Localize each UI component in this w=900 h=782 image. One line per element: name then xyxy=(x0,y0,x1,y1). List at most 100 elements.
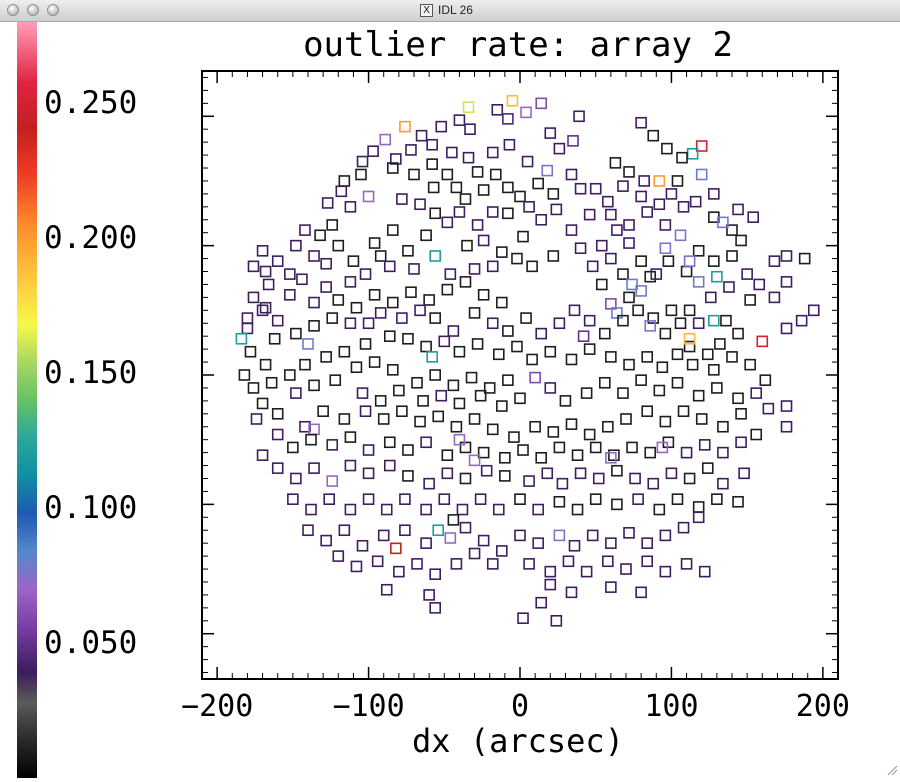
scatter-point xyxy=(580,387,593,399)
scatter-point xyxy=(441,168,454,181)
scatter-point xyxy=(641,405,654,418)
scatter-point xyxy=(420,537,432,549)
scatter-point xyxy=(486,206,499,218)
scatter-point xyxy=(468,263,481,275)
scatter-point xyxy=(491,104,504,116)
scatter-point xyxy=(526,353,538,366)
minimize-window-button[interactable] xyxy=(27,4,39,16)
scatter-point xyxy=(256,304,269,317)
scatter-point xyxy=(417,395,429,407)
scatter-point xyxy=(626,278,638,291)
scatter-point xyxy=(562,555,575,568)
scatter-point xyxy=(708,188,720,200)
scatter-point xyxy=(441,216,454,229)
scatter-point xyxy=(414,198,426,211)
scatter-point xyxy=(544,565,557,578)
scatter-point xyxy=(496,400,508,412)
scatter-point xyxy=(708,314,720,327)
scatter-point xyxy=(623,237,635,249)
scatter-point xyxy=(571,503,584,516)
resize-grip-icon[interactable] xyxy=(886,764,898,776)
scatter-point xyxy=(444,268,457,280)
scatter-point xyxy=(350,560,363,573)
scatter-point xyxy=(517,444,529,456)
scatter-point xyxy=(695,413,708,425)
scatter-point xyxy=(602,555,614,568)
scatter-point xyxy=(653,198,666,211)
scatter-point xyxy=(362,190,375,203)
scatter-point xyxy=(284,288,296,301)
scatter-point xyxy=(717,446,729,459)
scatter-point xyxy=(426,138,438,151)
scatter-point xyxy=(287,493,299,505)
scatter-point xyxy=(732,327,744,340)
scatter-point xyxy=(623,358,635,371)
scatter-point xyxy=(344,276,357,288)
scatter-point xyxy=(726,224,738,236)
scatter-point xyxy=(677,405,690,418)
scatter-point xyxy=(326,219,339,231)
scatter-point xyxy=(320,351,332,363)
scatter-point xyxy=(571,449,584,462)
scatter-point xyxy=(735,436,747,449)
scatter-point xyxy=(317,405,329,418)
scatter-point xyxy=(480,464,493,477)
scatter-point xyxy=(717,420,729,433)
scatter-point xyxy=(701,348,714,361)
scatter-point xyxy=(674,229,687,242)
scatter-point xyxy=(411,376,423,389)
colorbar-ticks: 0.050 0.100 0.150 0.200 0.250 xyxy=(44,85,137,661)
scatter-point xyxy=(735,234,747,247)
scatter-point xyxy=(653,384,666,397)
scatter-point xyxy=(595,239,608,252)
scatter-point xyxy=(262,278,275,291)
scatter-point xyxy=(780,420,793,433)
scatter-point xyxy=(780,400,793,412)
scatter-point xyxy=(247,291,260,304)
scatter-point xyxy=(462,151,475,164)
scatter-point xyxy=(338,345,351,358)
scatter-point xyxy=(502,181,514,194)
scatter-point xyxy=(620,563,632,575)
scatter-point xyxy=(284,369,296,381)
scatter-point xyxy=(244,345,257,358)
scatter-point xyxy=(598,376,611,389)
scatter-point xyxy=(750,387,763,399)
zoom-window-button[interactable] xyxy=(47,4,59,16)
scatter-point xyxy=(446,146,458,159)
scatter-point xyxy=(459,472,472,485)
scatter-point xyxy=(271,428,284,441)
scatter-point xyxy=(356,539,369,552)
scatter-point xyxy=(632,493,644,505)
scatter-point xyxy=(462,101,475,114)
scatter-point xyxy=(741,268,753,280)
scatter-point xyxy=(338,175,351,187)
scatter-point xyxy=(483,382,496,394)
scatter-point xyxy=(608,449,620,462)
scatter-point xyxy=(577,330,590,342)
scatter-point xyxy=(468,547,481,560)
scatter-point xyxy=(635,190,647,203)
scatter-chart: 0.050 0.100 0.150 0.200 0.250 outlier rate: … xyxy=(17,22,850,778)
scatter-point xyxy=(356,155,369,168)
scatter-point xyxy=(692,245,705,257)
scatter-point xyxy=(429,568,442,581)
scatter-point xyxy=(496,545,508,557)
scatter-point xyxy=(547,188,560,200)
scatter-point xyxy=(396,193,408,205)
scatter-point xyxy=(768,255,781,267)
scatter-point xyxy=(287,441,299,454)
colorbar-tick-label: 0.050 xyxy=(44,625,137,661)
scatter-point xyxy=(477,234,490,247)
close-window-button[interactable] xyxy=(7,4,19,16)
scatter-point xyxy=(496,296,508,309)
scatter-point xyxy=(656,441,669,454)
scatter-point xyxy=(647,312,660,324)
scatter-point xyxy=(565,168,578,181)
scatter-point xyxy=(441,283,454,296)
scatter-point xyxy=(379,133,392,146)
scatter-point xyxy=(256,397,269,410)
scatter-point xyxy=(744,294,756,306)
scatter-point xyxy=(635,586,647,599)
scatter-point xyxy=(320,281,332,293)
